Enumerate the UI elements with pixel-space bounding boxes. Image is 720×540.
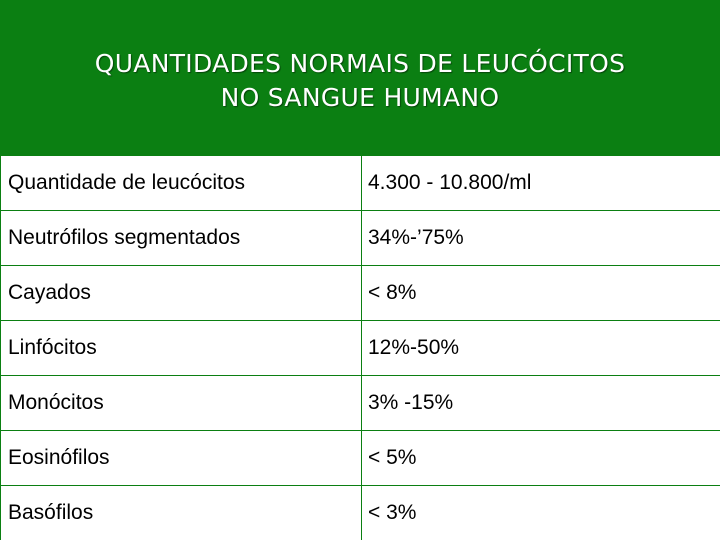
row-value: < 3% <box>361 485 720 540</box>
row-label: Linfócitos <box>0 320 362 376</box>
row-label: Quantidade de leucócitos <box>0 156 362 211</box>
leukocyte-table: Quantidade de leucócitos 4.300 - 10.800/… <box>0 156 720 540</box>
row-value: 34%-’75% <box>361 210 720 266</box>
table-row: Quantidade de leucócitos 4.300 - 10.800/… <box>0 156 720 211</box>
table-row: Linfócitos 12%-50% <box>0 320 720 376</box>
table-row: Cayados < 8% <box>0 265 720 321</box>
table-row: Neutrófilos segmentados 34%-’75% <box>0 210 720 266</box>
row-label: Monócitos <box>0 375 362 431</box>
row-label: Eosinófilos <box>0 430 362 486</box>
row-value: < 5% <box>361 430 720 486</box>
row-label: Cayados <box>0 265 362 321</box>
row-value: 12%-50% <box>361 320 720 376</box>
table-row: Monócitos 3% -15% <box>0 375 720 431</box>
slide-title: QUANTIDADES NORMAIS DE LEUCÓCITOS NO SAN… <box>0 47 720 115</box>
row-value: 3% -15% <box>361 375 720 431</box>
row-value: < 8% <box>361 265 720 321</box>
title-line-1: QUANTIDADES NORMAIS DE LEUCÓCITOS <box>94 49 626 78</box>
title-line-2: NO SANGUE HUMANO <box>220 83 500 112</box>
row-value: 4.300 - 10.800/ml <box>361 156 720 211</box>
table-row: Eosinófilos < 5% <box>0 430 720 486</box>
title-banner: QUANTIDADES NORMAIS DE LEUCÓCITOS NO SAN… <box>0 0 720 156</box>
row-label: Neutrófilos segmentados <box>0 210 362 266</box>
table-row: Basófilos < 3% <box>0 485 720 540</box>
row-label: Basófilos <box>0 485 362 540</box>
